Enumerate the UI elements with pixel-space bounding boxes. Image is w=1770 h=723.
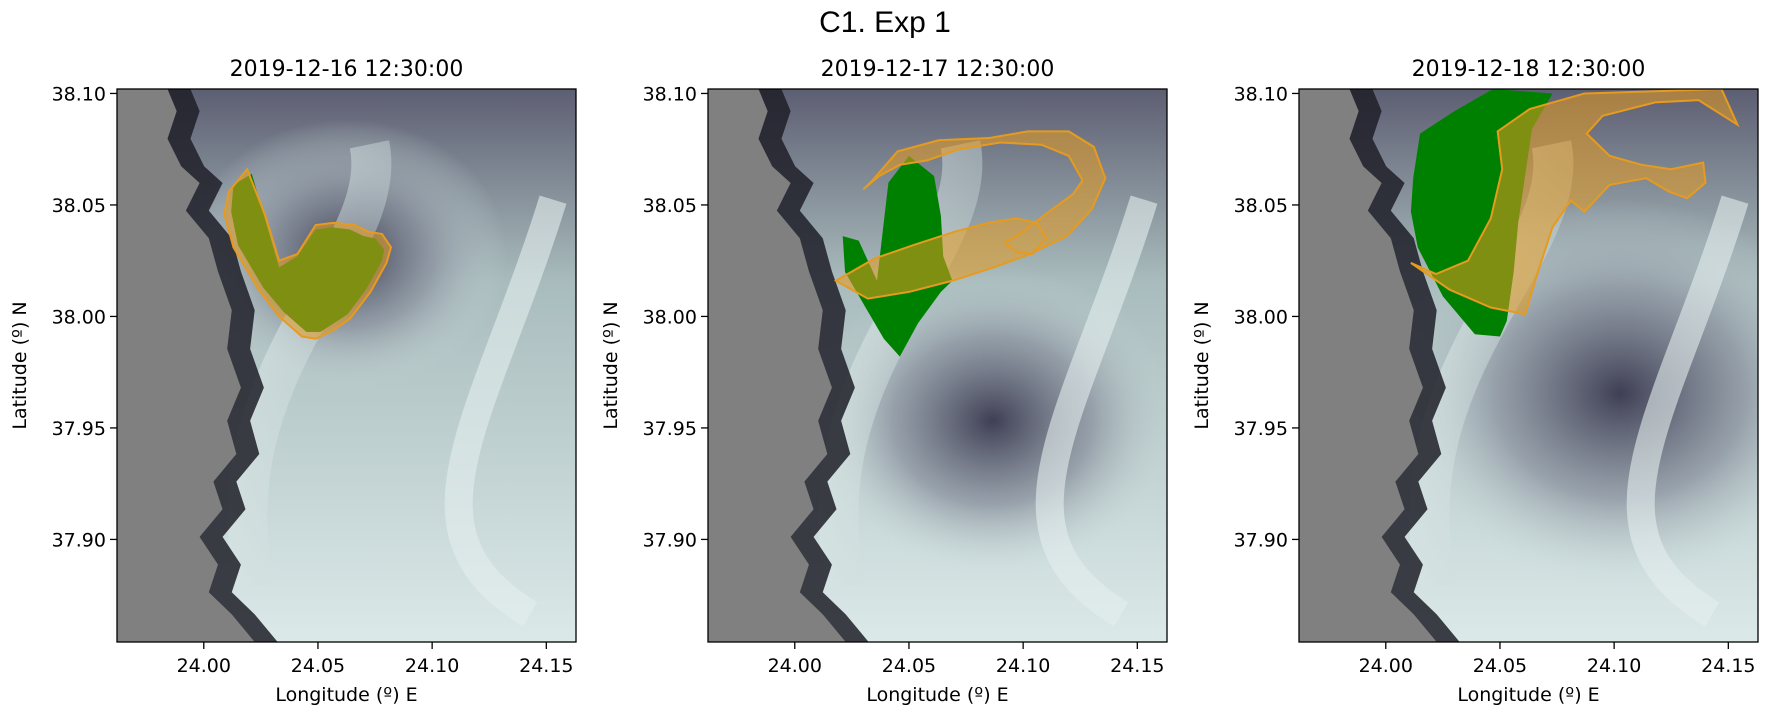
y-tick-label: 38.10 [1234,83,1288,105]
axes-frame [116,88,577,643]
land-mask [1299,89,1437,642]
axes-frame [1298,88,1759,643]
x-tick-label: 24.10 [405,655,459,677]
y-tick-label: 38.00 [1234,306,1288,328]
x-axis-label: Longitude (º) E [866,684,1008,706]
axes-frame [707,88,1168,643]
y-tick-label: 37.90 [52,529,106,551]
panel-title: 2019-12-16 12:30:00 [230,57,464,82]
x-axis-label: Longitude (º) E [1457,684,1599,706]
y-tick-label: 38.05 [1234,195,1288,217]
panel-title: 2019-12-17 12:30:00 [821,57,1055,82]
x-tick-label: 24.05 [882,655,936,677]
x-tick-label: 24.10 [1587,655,1641,677]
panel-title: 2019-12-18 12:30:00 [1412,57,1646,82]
x-tick-label: 24.00 [768,655,822,677]
y-axis-label: Latitude (º) N [600,301,622,429]
map-panel-2: 24.00 24.05 24.10 24.15 38.10 38.05 38.00 37.95… [600,57,1168,706]
tracer-plume-polygon [1410,89,1740,316]
tracer-plume-polygon [833,130,1107,300]
x-axis-label: Longitude (º) E [275,684,417,706]
y-tick-label: 37.90 [1234,529,1288,551]
x-tick-label: 24.15 [519,655,573,677]
y-tick-label: 38.10 [52,83,106,105]
y-tick-label: 37.90 [643,529,697,551]
map-panel-3: 24.00 24.05 24.10 24.15 38.10 38.05 38.00 37.95… [1191,57,1759,706]
x-tick-label: 24.15 [1110,655,1164,677]
current-filament [1626,195,1749,627]
y-tick-label: 37.95 [643,418,697,440]
y-axis-label: Latitude (º) N [1191,301,1213,429]
y-tick-label: 37.95 [52,418,106,440]
x-tick-label: 24.05 [1473,655,1527,677]
figure-title: C1. Exp 1 [819,6,951,39]
x-tick-label: 24.15 [1701,655,1755,677]
x-tick-label: 24.10 [996,655,1050,677]
x-tick-label: 24.05 [291,655,345,677]
y-tick-label: 38.05 [643,195,697,217]
x-tick-label: 24.00 [177,655,231,677]
y-tick-label: 38.05 [52,195,106,217]
map-panel-1: 24.00 24.05 24.10 24.15 38.10 38.05 38.00 37.95… [9,57,577,706]
y-axis-label: Latitude (º) N [9,301,31,429]
tracer-plume-polygon [223,167,393,340]
land-mask [117,89,255,642]
y-tick-label: 38.00 [52,306,106,328]
current-filament [1035,195,1158,627]
y-tick-label: 38.10 [643,83,697,105]
y-tick-label: 37.95 [1234,418,1288,440]
land-mask [708,89,846,642]
current-filament [444,195,567,627]
y-tick-label: 38.00 [643,306,697,328]
x-tick-label: 24.00 [1359,655,1413,677]
